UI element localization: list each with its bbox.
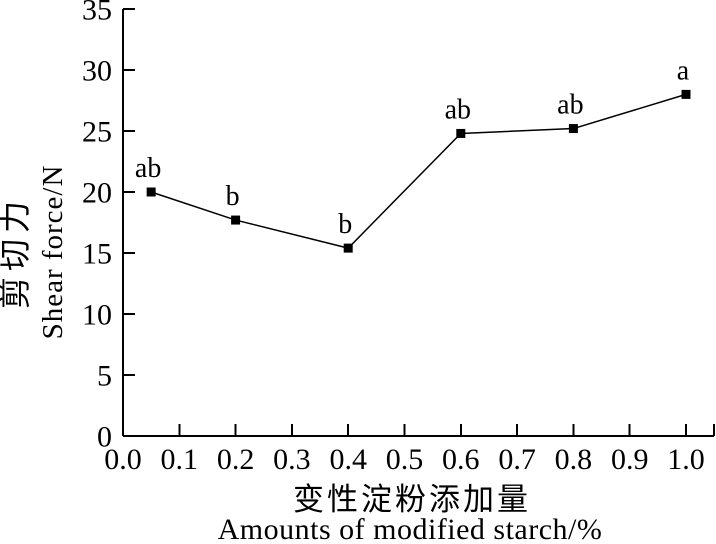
x-axis-title-zh: 变性淀粉添加量: [293, 482, 531, 517]
x-tick-label: 0.8: [555, 443, 593, 476]
data-point-marker: [681, 89, 691, 99]
x-tick-label: 0.7: [498, 443, 536, 476]
y-tick-label: 0: [97, 421, 112, 454]
data-line: [150, 93, 687, 249]
x-tick-label: 0.4: [329, 443, 367, 476]
point-significance-label: ab: [445, 94, 471, 125]
y-tick-label: 20: [82, 177, 112, 210]
y-tick-label: 30: [82, 55, 112, 88]
point-significance-label: ab: [135, 153, 161, 184]
point-significance-label: a: [677, 55, 690, 86]
y-tick-label: 15: [82, 238, 112, 271]
data-point-marker: [231, 215, 241, 225]
plot-layer: 0 5 10 15 20 25 30 35 0.0 0.1 0.2 0.3 0.4 0.5 0.6 0.7 0.…: [82, 0, 715, 476]
x-tick-label: 0.9: [611, 443, 649, 476]
y-axis-title-zh: 剪切力: [0, 195, 33, 309]
x-tick-label: 0.1: [161, 443, 199, 476]
y-tick-label: 10: [82, 299, 112, 332]
x-tick-label: 0.2: [217, 443, 255, 476]
y-tick-label: 25: [82, 116, 112, 149]
x-tick-label: 0.3: [273, 443, 311, 476]
point-significance-label: b: [226, 181, 240, 212]
x-tick-label: 1.0: [667, 443, 705, 476]
x-tick-label: 0.0: [104, 443, 142, 476]
point-significance-label: ab: [557, 90, 583, 121]
data-point-marker: [456, 128, 466, 138]
x-tick-label: 0.5: [386, 443, 424, 476]
data-point-marker: [568, 124, 578, 134]
data-point-marker: [343, 243, 353, 253]
x-tick-label: 0.6: [442, 443, 480, 476]
data-point-marker: [146, 187, 156, 197]
y-tick-label: 35: [82, 0, 112, 27]
y-axis-title-en: Shear force/N: [37, 165, 69, 340]
point-significance-label: b: [338, 209, 352, 240]
x-axis-title-en: Amounts of modified starch/%: [218, 513, 603, 544]
y-tick-label: 5: [97, 360, 112, 393]
